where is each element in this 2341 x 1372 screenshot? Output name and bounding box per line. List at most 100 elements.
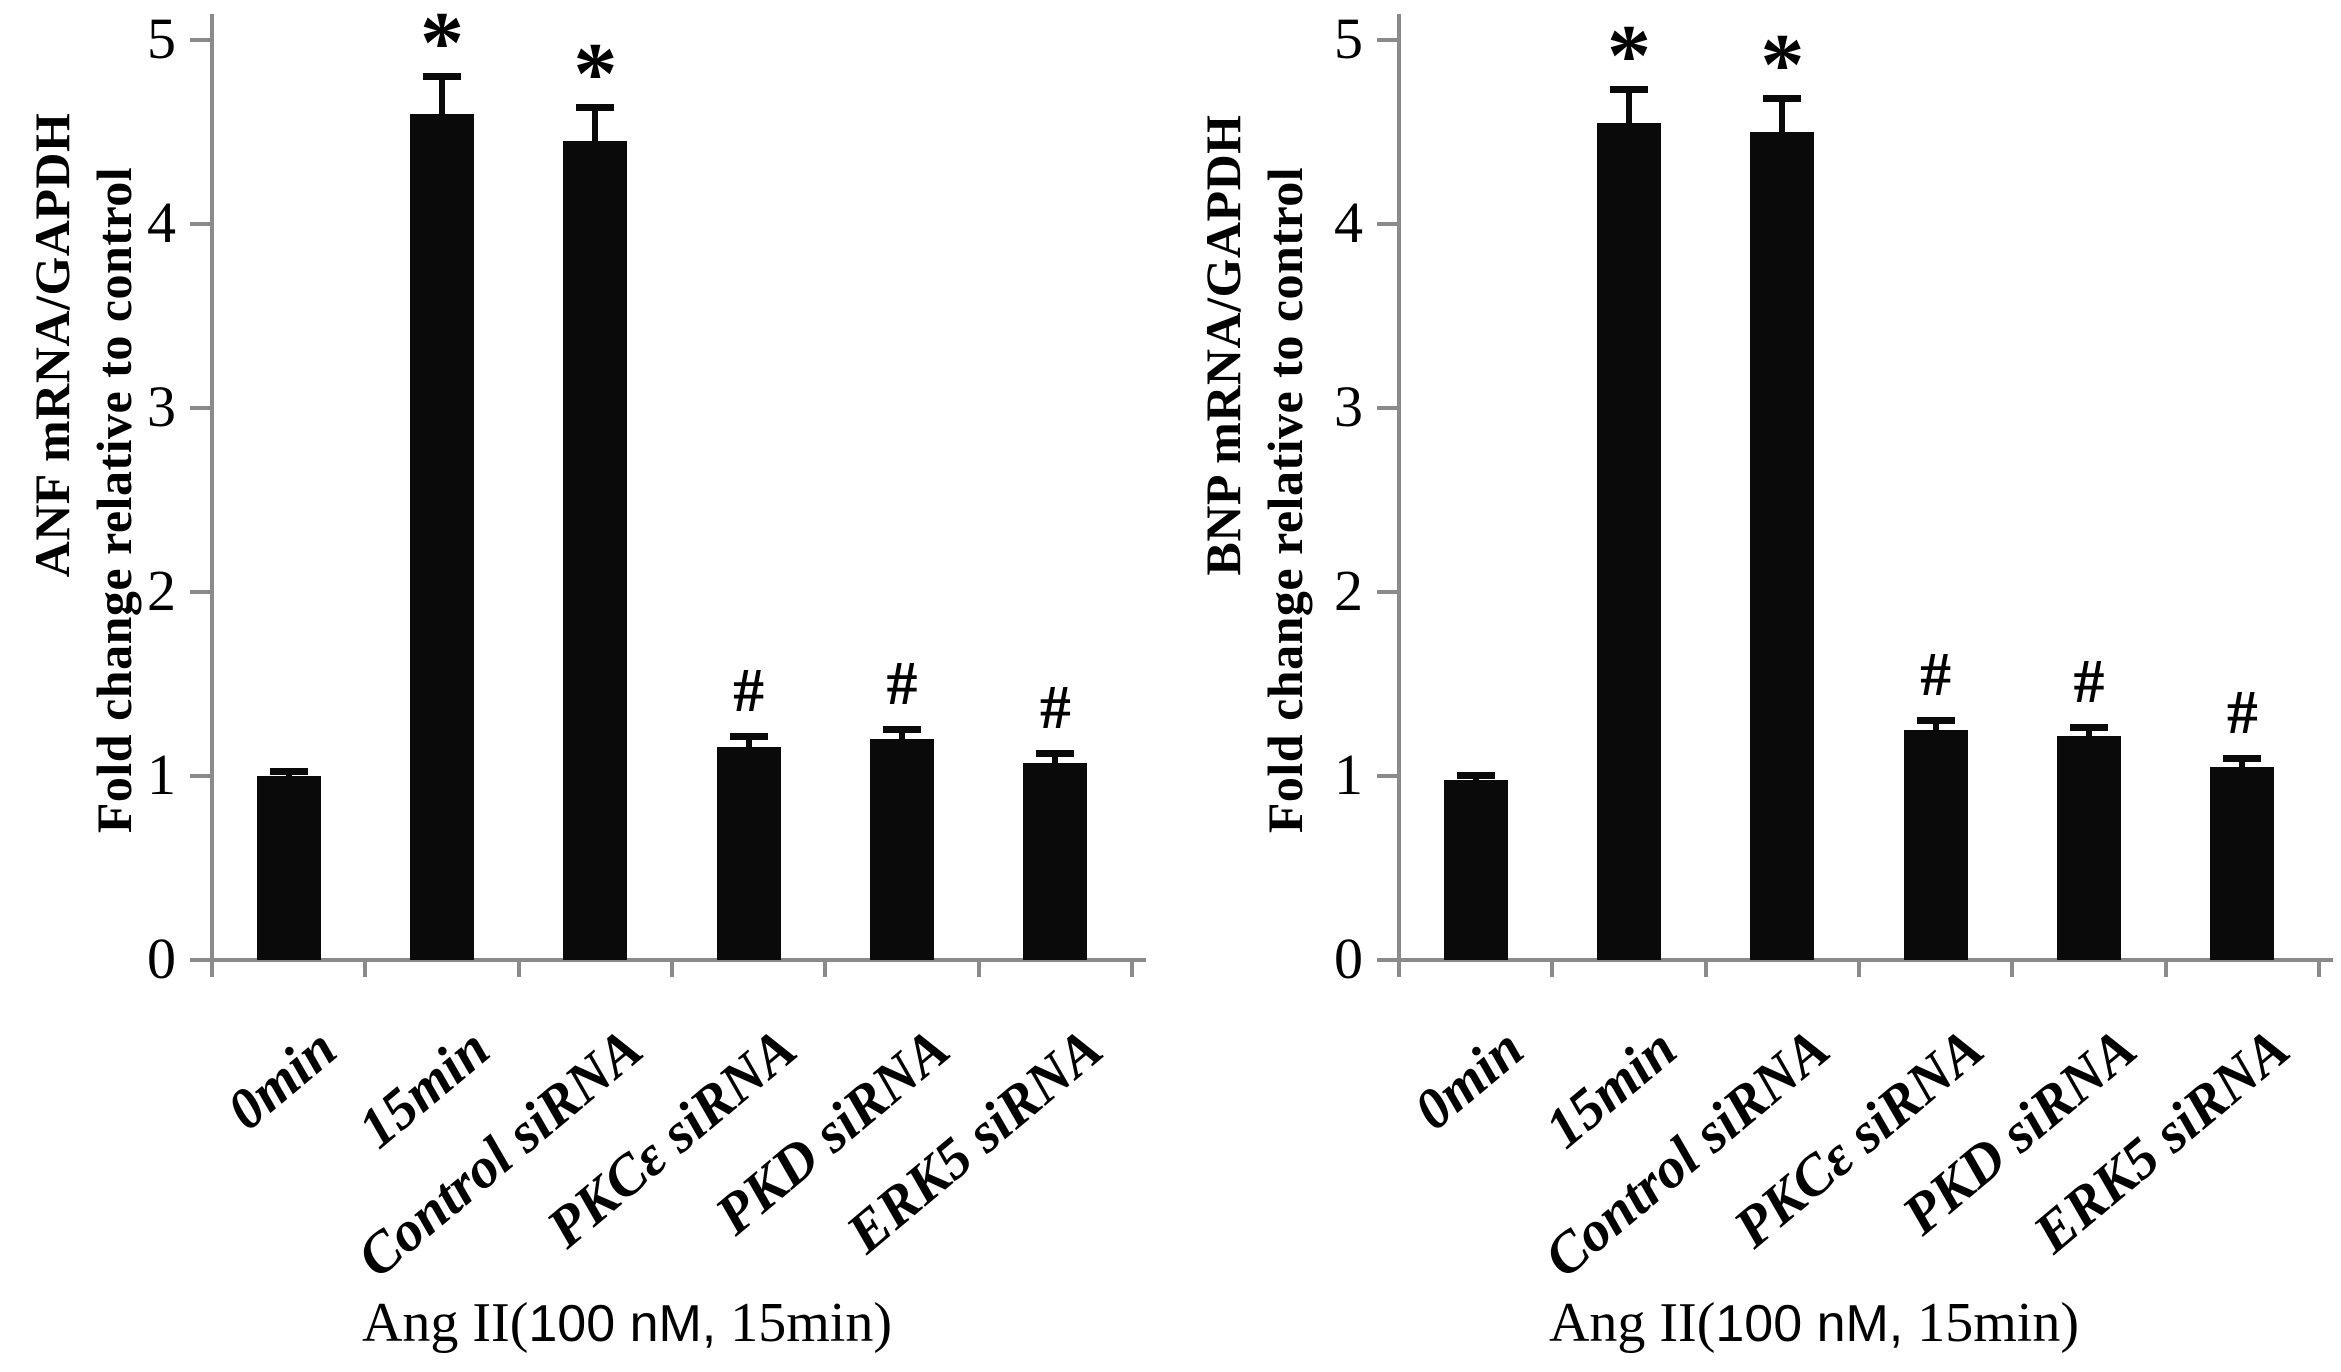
bar-pkcε-sirna (1903, 730, 1968, 960)
error-bar-stem (1626, 89, 1632, 125)
error-bar-cap (1036, 749, 1075, 757)
significance-marker: * (1760, 16, 1805, 114)
error-bar-cap (1916, 716, 1955, 724)
error-bar-stem (2239, 759, 2246, 769)
y-axis-label-line1: ANF mRNA/GAPDH (23, 112, 80, 578)
significance-marker: # (2226, 679, 2258, 748)
error-bar-cap (423, 72, 461, 80)
y-axis-tick (190, 958, 212, 962)
x-axis-title-part3: 15min) (1903, 1292, 2080, 1354)
y-axis-tick (190, 38, 212, 42)
y-axis-line (1397, 14, 1401, 964)
plot-area-anf: Ang II(100 nM, 15min) 0 1 2 3 4 5 0min * 15min * C… (147, 0, 1146, 1354)
y-axis-tick (1377, 222, 1399, 226)
y-axis-label-line2: Fold change relative to control (85, 166, 142, 834)
x-axis-tick (976, 960, 981, 977)
bar-15min (410, 113, 474, 960)
y-axis-label-line2: Fold change relative to control (1256, 166, 1313, 834)
error-bar-cap (576, 104, 615, 112)
x-axis-tick (210, 960, 214, 977)
x-axis-tick (516, 960, 521, 977)
y-axis-tick (190, 774, 212, 778)
y-axis-label-bnp: BNP mRNA/GAPDH Fold change relative to c… (1176, 40, 1331, 960)
bar-erk5-sirna (2210, 766, 2275, 960)
significance-marker: # (1920, 640, 1952, 709)
x-axis-line (204, 958, 1146, 962)
x-axis-tick (823, 960, 828, 977)
y-axis-tick-label: 4 (1334, 190, 1363, 255)
x-axis-title-part1: Ang II( (1548, 1292, 1716, 1354)
error-bar-cap (1763, 94, 1802, 102)
y-axis-label-line1: BNP mRNA/GAPDH (1194, 114, 1251, 576)
y-axis-tick (1377, 958, 1399, 962)
significance-marker: * (1607, 7, 1651, 105)
y-axis-tick-label: 3 (147, 374, 176, 439)
y-axis-label-text: BNP mRNA/GAPDH Fold change relative to c… (1192, 20, 1316, 980)
significance-marker: # (886, 650, 918, 718)
x-axis-title-part2: 100 nM, (1715, 1295, 1904, 1353)
y-axis-tick-label: 5 (1334, 6, 1363, 71)
y-axis-tick-label: 2 (147, 558, 176, 623)
bar-control-sirna (563, 141, 628, 960)
error-bar-cap (1610, 85, 1648, 93)
significance-marker: # (1039, 673, 1071, 742)
significance-marker: # (2073, 648, 2105, 717)
y-axis-tick (1377, 406, 1399, 410)
bar-pkd-sirna (870, 739, 934, 960)
y-axis-tick (1377, 590, 1399, 594)
y-axis-tick-label: 2 (1334, 558, 1363, 623)
x-axis-title-part1: Ang II( (361, 1292, 529, 1354)
x-axis-tick (1857, 960, 1861, 977)
x-axis-tick (670, 960, 674, 977)
error-bar-stem (1779, 98, 1786, 134)
error-bar-stem (592, 108, 599, 144)
y-axis-tick (1377, 38, 1399, 42)
y-axis-line (210, 14, 214, 964)
error-bar-stem (2086, 728, 2092, 738)
error-bar-stem (745, 737, 752, 749)
plot-area-bnp: Ang II(100 nM, 15min) 0 1 2 3 4 5 0min * 15min * C… (1334, 7, 2333, 1354)
x-axis-title: Ang II(100 nM, 15min) (1354, 1292, 2274, 1355)
chart-panel-bnp: BNP mRNA/GAPDH Fold change relative to c… (1171, 0, 2341, 1372)
x-axis-tick (1550, 960, 1555, 977)
y-axis-tick (190, 590, 212, 594)
bar-erk5-sirna (1023, 763, 1088, 960)
error-bar-cap (1456, 772, 1495, 779)
x-axis-tick (363, 960, 368, 977)
y-axis-tick-label: 0 (1334, 926, 1363, 991)
x-axis-title-part2: 100 nM, (528, 1295, 717, 1353)
x-axis-tick (1703, 960, 1708, 977)
error-bar-stem (1052, 753, 1059, 766)
y-axis-tick-label: 3 (1334, 374, 1363, 439)
chart-panel-anf: ANF mRNA/GAPDH Fold change relative to c… (0, 0, 1170, 1372)
x-axis-tick (2163, 960, 2168, 977)
x-axis-tick (2010, 960, 2015, 977)
x-axis-tick (2317, 960, 2321, 977)
error-bar-cap (729, 733, 768, 741)
error-bar-stem (899, 730, 905, 742)
x-axis-title: Ang II(100 nM, 15min) (167, 1292, 1087, 1355)
y-axis-tick (190, 406, 212, 410)
significance-marker: * (420, 0, 464, 92)
y-axis-tick (190, 222, 212, 226)
y-axis-tick-label: 5 (147, 6, 176, 71)
bar-0min (256, 776, 321, 960)
error-bar-stem (439, 76, 445, 116)
x-axis-title-part3: 15min) (716, 1292, 893, 1354)
significance-marker: # (733, 657, 765, 726)
significance-marker: * (573, 26, 618, 124)
y-axis-label-anf: ANF mRNA/GAPDH Fold change relative to c… (5, 40, 160, 960)
x-axis-tick (1130, 960, 1134, 977)
bar-control-sirna (1750, 132, 1815, 960)
x-axis-tick (1397, 960, 1401, 977)
error-bar-cap (2070, 724, 2108, 732)
bar-0min (1443, 779, 1508, 960)
bar-pkcε-sirna (716, 746, 781, 960)
bar-pkd-sirna (2057, 735, 2121, 960)
x-axis-line (1391, 958, 2333, 962)
bar-15min (1597, 122, 1661, 960)
y-axis-tick-label: 4 (147, 190, 176, 255)
y-axis-tick-label: 0 (147, 926, 176, 991)
error-bar-stem (1932, 720, 1939, 732)
